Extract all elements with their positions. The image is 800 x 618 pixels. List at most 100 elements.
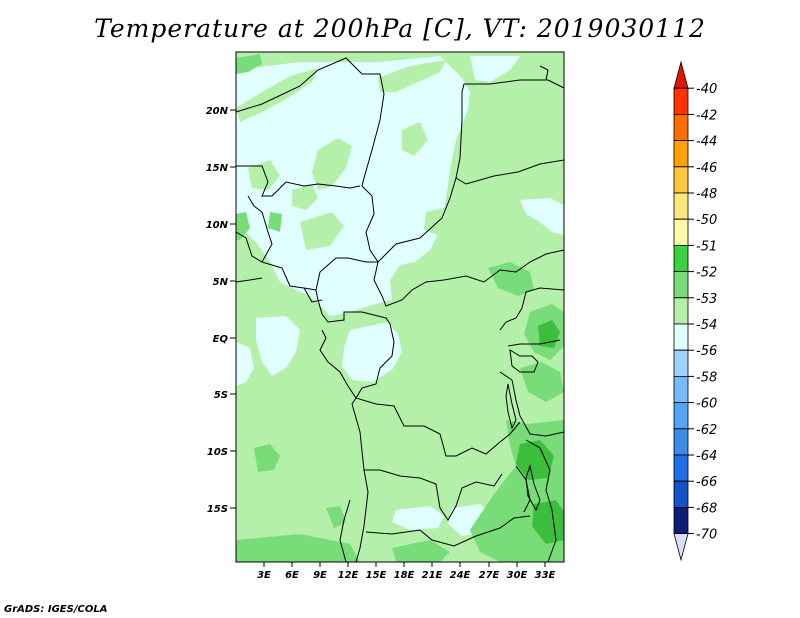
- border-line: [455, 159, 565, 185]
- colorbar-segment: [673, 454, 689, 482]
- latitude-axis: 20N 15N 10N 5N EQ 5S 10S 15S: [206, 106, 236, 515]
- colorbar-segment: [673, 140, 689, 168]
- lat-tick-label: 10N: [206, 220, 229, 231]
- border-line: [247, 195, 273, 263]
- colorbar-label: -70: [696, 528, 717, 543]
- color-scale-legend: -40 -42 -44 -46 -48 -50 -51 -52 -53 -54 -56 -58 -60 -…: [673, 60, 717, 562]
- map-frame: [235, 51, 565, 563]
- field-region-minus-53: [236, 54, 262, 74]
- colorbar-segment: [673, 376, 689, 403]
- lat-tick-label: 15N: [206, 163, 229, 174]
- colorbar-label: -50: [696, 213, 717, 228]
- colorbar-label: -54: [696, 318, 717, 333]
- lake-outline: [525, 464, 541, 512]
- lat-tick-label: 5S: [214, 390, 228, 401]
- border-line: [236, 165, 361, 197]
- colorbar-label: -40: [696, 82, 717, 97]
- field-region-minus-54: [292, 184, 318, 210]
- border-line: [235, 277, 263, 283]
- field-region-minus-53: [254, 444, 280, 472]
- border-line: [525, 439, 557, 563]
- longitude-axis: 3E 6E 9E 12E 15E 18E 21E 24E 27E 30E 33E: [257, 562, 556, 581]
- colorbar-segment: [673, 166, 689, 194]
- lon-tick-label: 30E: [507, 570, 528, 581]
- colorbar-segment: [673, 114, 689, 141]
- border-line: [361, 79, 565, 263]
- map-panel: [235, 51, 565, 563]
- colorbar-label: -42: [696, 108, 717, 123]
- colorbar-segment: [673, 218, 689, 246]
- lon-tick-label: 27E: [479, 570, 500, 581]
- border-line: [499, 371, 565, 437]
- grads-credit: GrADS: IGES/COLA: [4, 604, 108, 615]
- field-region-minus-54: [378, 60, 446, 92]
- border-line: [365, 515, 531, 547]
- border-line: [315, 289, 395, 343]
- colorbar-label: -52: [696, 266, 717, 281]
- field-region-minus-56: [256, 316, 300, 376]
- lat-tick-label: EQ: [213, 334, 229, 345]
- lat-tick-label: 5N: [213, 277, 229, 288]
- field-region-minus-54: [236, 68, 318, 122]
- temperature-field: [236, 52, 564, 562]
- lon-tick-label: 18E: [394, 570, 415, 581]
- colorbar-segment: [673, 297, 689, 325]
- lon-tick-label: 9E: [313, 570, 327, 581]
- colorbar-label: -53: [696, 292, 717, 307]
- lat-tick-label: 15S: [207, 504, 228, 515]
- field-region-minus-53: [236, 212, 250, 240]
- colorbar-label: -58: [696, 370, 717, 385]
- field-region-minus-56: [520, 198, 564, 235]
- lon-tick-label: 15E: [366, 570, 387, 581]
- colorbar-segment: [673, 480, 689, 508]
- lon-tick-label: 6E: [285, 570, 299, 581]
- colorbar-label: -64: [696, 449, 717, 464]
- field-region-minus-52: [516, 440, 554, 480]
- border-line: [339, 499, 351, 563]
- lon-tick-label: 3E: [257, 570, 271, 581]
- lon-tick-label: 33E: [535, 570, 556, 581]
- colorbar-label: -60: [696, 397, 717, 412]
- colorbar-segment: [673, 271, 689, 299]
- map-title: Temperature at 200hPa [C], VT: 201903011…: [94, 14, 706, 43]
- colorbar-label: -46: [696, 161, 717, 176]
- colorbar-segment: [673, 323, 689, 351]
- colorbar-segment: [673, 402, 689, 430]
- lake-outline: [509, 349, 539, 373]
- border-line: [499, 287, 565, 331]
- colorbar-segment: [673, 245, 689, 272]
- field-region-minus-52: [532, 500, 564, 544]
- border-line: [303, 287, 323, 303]
- lat-tick-label: 20N: [206, 106, 229, 117]
- field-region-minus-56: [236, 342, 254, 386]
- field-region-minus-54: [402, 122, 428, 156]
- colorbar-label: -62: [696, 423, 717, 438]
- field-region-minus-54: [312, 138, 352, 190]
- colorbar-segment: [673, 87, 689, 115]
- border-line: [373, 249, 565, 307]
- colorbar-segment: [673, 507, 689, 534]
- lon-tick-label: 21E: [422, 570, 443, 581]
- lon-tick-label: 12E: [338, 570, 359, 581]
- field-region-minus-56: [342, 322, 402, 382]
- border-line: [507, 339, 561, 347]
- field-region-minus-53: [236, 534, 360, 562]
- colorbar-segment: [673, 428, 689, 456]
- field-region-minus-56: [470, 56, 520, 82]
- field-region-minus-53: [392, 540, 450, 562]
- lon-tick-label: 24E: [450, 570, 471, 581]
- field-region-minus-54: [424, 206, 458, 236]
- lat-tick-label: 10S: [207, 447, 228, 458]
- colorbar-segment: [673, 533, 689, 562]
- lake-outline: [505, 383, 517, 430]
- border-line: [319, 329, 357, 405]
- border-line: [515, 465, 531, 513]
- border-line: [364, 469, 503, 521]
- border-line: [351, 403, 369, 563]
- field-region-minus-53: [326, 506, 346, 528]
- border-line: [235, 57, 385, 187]
- colorbar-segment: [673, 349, 689, 377]
- colorbar-label: -51: [696, 239, 717, 254]
- colorbar-label: -68: [696, 501, 717, 516]
